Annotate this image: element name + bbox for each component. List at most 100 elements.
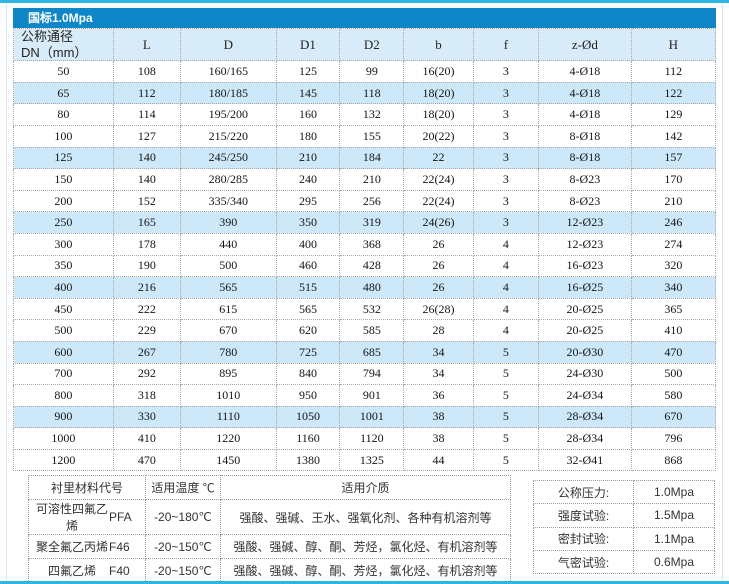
cell-f: 3 (472, 124, 540, 148)
column-header-zod: z-Ød (538, 27, 632, 62)
cell-dn: 500 (13, 319, 114, 342)
cell-L: 114 (112, 103, 182, 126)
cell-D1: 210 (275, 146, 341, 170)
material-name: 四氟乙烯 (47, 564, 96, 578)
cell-dn: 50 (13, 60, 114, 83)
cell-f: 4 (472, 232, 540, 256)
cell-D: 195/200 (180, 103, 277, 126)
cell-dn: 100 (13, 124, 114, 148)
cell-f: 5 (472, 362, 540, 386)
cell-L: 292 (112, 362, 182, 386)
cell-D2: 256 (339, 189, 405, 213)
dimension-row: 300 178 440 400 368 26 4 12-Ø23 274 (13, 232, 717, 256)
pressure-row: 气密试验: 0.6Mpa (533, 549, 715, 575)
cell-L: 190 (112, 254, 182, 278)
cell-H: 112 (630, 60, 717, 83)
column-header-media: 适用介质 (220, 475, 511, 500)
cell-b: 26 (403, 232, 474, 256)
cell-b: 22(24) (403, 189, 474, 213)
cell-dn: 800 (13, 384, 114, 407)
cell-D1: 460 (275, 254, 341, 278)
material-table: 衬里材料代号 适用温度 ℃ 适用介质 可溶性四氟乙烯 PFA -20~180℃ … (28, 475, 511, 581)
cell-f: 5 (472, 384, 540, 407)
cell-H: 410 (630, 319, 717, 342)
pressure-value: 1.1Mpa (633, 526, 715, 551)
cell-material: 四氟乙烯 F40 (28, 558, 146, 581)
cell-zod: 8-Ø23 (538, 189, 632, 213)
cell-temperature: -20~180℃ (145, 499, 221, 535)
cell-b: 26 (403, 254, 474, 278)
dimension-row: 1200 470 1450 1380 1325 44 5 32-Ø41 868 (13, 448, 717, 472)
cell-H: 170 (630, 168, 717, 191)
cell-b: 28 (403, 319, 474, 342)
column-header-material-code: 衬里材料代号 (28, 475, 146, 500)
cell-D: 565 (180, 276, 277, 299)
cell-L: 267 (112, 340, 182, 364)
cell-zod: 24-Ø34 (538, 384, 632, 407)
cell-D2: 99 (339, 60, 405, 83)
cell-L: 165 (112, 211, 182, 234)
dimension-row: 125 140 245/250 210 184 22 3 8-Ø18 157 (13, 146, 717, 170)
dimension-row: 800 318 1010 950 901 36 5 24-Ø34 580 (13, 384, 717, 407)
cell-zod: 12-Ø23 (538, 232, 632, 256)
cell-temperature: -20~150℃ (145, 534, 221, 559)
cell-f: 5 (472, 448, 540, 472)
cell-b: 18(20) (403, 81, 474, 105)
cell-zod: 8-Ø23 (538, 168, 632, 191)
material-row: 聚全氟乙丙烯 F46 -20~150℃ 强酸、强碱、醇、酮、芳烃，氯化烃、有机溶… (28, 534, 511, 559)
cell-H: 500 (630, 362, 717, 386)
cell-D1: 725 (275, 340, 341, 364)
cell-D: 1010 (180, 384, 277, 407)
cell-dn: 450 (13, 297, 114, 321)
column-header-dn: 公称通径 DN（mm） (13, 27, 114, 62)
cell-D2: 480 (339, 276, 405, 299)
column-header-H: H (630, 27, 717, 62)
cell-D2: 685 (339, 340, 405, 364)
dimension-row: 600 267 780 725 685 34 5 20-Ø30 470 (13, 340, 717, 364)
cell-zod: 28-Ø34 (538, 405, 632, 429)
cell-dn: 250 (13, 211, 114, 234)
cell-H: 246 (630, 211, 717, 234)
cell-L: 178 (112, 232, 182, 256)
cell-D2: 118 (339, 81, 405, 105)
pressure-table: 公称压力: 1.0Mpa 强度试验: 1.5Mpa 密封试验: 1.1Mpa 气… (533, 479, 715, 575)
cell-L: 216 (112, 276, 182, 299)
cell-D: 160/165 (180, 60, 277, 83)
cell-D1: 565 (275, 297, 341, 321)
cell-D: 280/285 (180, 168, 277, 191)
cell-D2: 532 (339, 297, 405, 321)
cell-D1: 950 (275, 384, 341, 407)
pressure-row: 密封试验: 1.1Mpa (533, 526, 715, 551)
cell-D: 1110 (180, 405, 277, 429)
cell-L: 140 (112, 168, 182, 191)
cell-H: 122 (630, 81, 717, 105)
cell-D: 1450 (180, 448, 277, 472)
pressure-value: 0.6Mpa (633, 549, 715, 575)
cell-dn: 350 (13, 254, 114, 278)
cell-zod: 20-Ø30 (538, 340, 632, 364)
cell-D: 780 (180, 340, 277, 364)
cell-dn: 700 (13, 362, 114, 386)
cell-material: 可溶性四氟乙烯 PFA (28, 499, 146, 535)
cell-material: 聚全氟乙丙烯 F46 (28, 534, 146, 559)
cell-temperature: -20~150℃ (145, 558, 221, 581)
cell-f: 3 (472, 103, 540, 126)
dimension-row: 450 222 615 565 532 26(28) 4 20-Ø25 365 (13, 297, 717, 321)
cell-D2: 901 (339, 384, 405, 407)
cell-b: 38 (403, 427, 474, 450)
cell-D: 895 (180, 362, 277, 386)
cell-f: 3 (472, 211, 540, 234)
material-row: 四氟乙烯 F40 -20~150℃ 强酸、强碱、醇、酮、芳烃，氯化烃、有机溶剂等 (28, 558, 511, 581)
pressure-value: 1.0Mpa (633, 479, 715, 505)
cell-L: 108 (112, 60, 182, 83)
cell-D1: 295 (275, 189, 341, 213)
cell-D2: 1001 (339, 405, 405, 429)
column-header-D: D (180, 27, 277, 62)
cell-b: 26(28) (403, 297, 474, 321)
column-header-D2: D2 (339, 27, 405, 62)
material-code: F46 (109, 539, 130, 554)
cell-D1: 1050 (275, 405, 341, 429)
cell-b: 16(20) (403, 60, 474, 83)
cell-dn: 400 (13, 276, 114, 299)
material-name: 聚全氟乙丙烯 (35, 540, 108, 554)
